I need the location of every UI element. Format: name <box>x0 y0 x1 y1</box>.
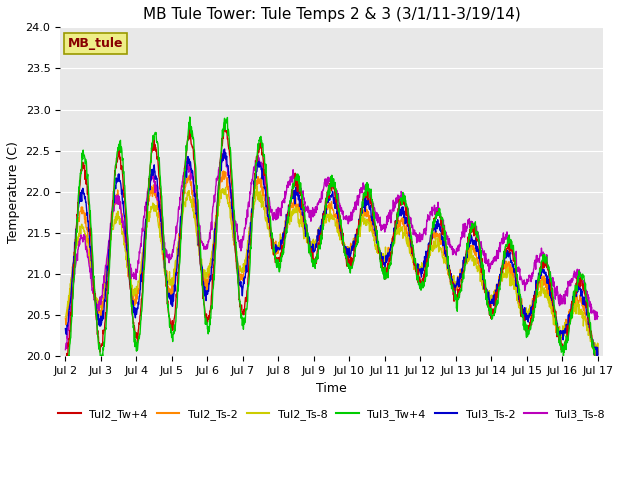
Tul2_Ts-8 <box>365 219 372 225</box>
Tul3_Ts-2 <box>299 211 307 217</box>
Tul3_Tw+4 <box>365 188 373 193</box>
Tul2_Tw+4 <box>103 300 111 306</box>
Tul2_Ts-8 <box>253 183 260 189</box>
Legend: Tul2_Tw+4, Tul2_Ts-2, Tul2_Ts-8, Tul3_Tw+4, Tul3_Ts-2, Tul3_Ts-8: Tul2_Tw+4, Tul2_Ts-2, Tul2_Ts-8, Tul3_Tw… <box>54 405 609 425</box>
Tul3_Ts-2 <box>61 326 69 332</box>
Line: Tul3_Ts-8: Tul3_Ts-8 <box>65 149 598 349</box>
Tul2_Ts-2 <box>103 267 111 273</box>
Tul2_Ts-8 <box>288 209 296 215</box>
Tul3_Tw+4 <box>125 256 132 262</box>
Tul2_Ts-2 <box>591 353 599 359</box>
Tul3_Tw+4 <box>62 368 70 374</box>
Tul2_Ts-2 <box>365 218 372 224</box>
Tul3_Ts-2 <box>124 260 132 266</box>
Title: MB Tule Tower: Tule Temps 2 & 3 (3/1/11-3/19/14): MB Tule Tower: Tule Temps 2 & 3 (3/1/11-… <box>143 7 520 22</box>
Tul3_Ts-2 <box>593 355 600 361</box>
Tul3_Tw+4 <box>288 190 296 195</box>
Tul2_Ts-2 <box>308 242 316 248</box>
Tul3_Ts-2 <box>220 146 228 152</box>
Tul3_Ts-8 <box>594 313 602 319</box>
Tul3_Tw+4 <box>300 204 307 210</box>
Tul3_Ts-8 <box>365 191 372 196</box>
Tul3_Ts-2 <box>594 352 602 358</box>
Tul3_Ts-2 <box>288 196 296 202</box>
Text: MB_tule: MB_tule <box>68 37 124 50</box>
Tul3_Ts-8 <box>221 146 228 152</box>
Tul2_Ts-2 <box>61 316 69 322</box>
Y-axis label: Temperature (C): Temperature (C) <box>7 141 20 243</box>
Tul2_Ts-2 <box>594 341 602 347</box>
Tul2_Tw+4 <box>61 356 69 362</box>
Tul2_Ts-2 <box>220 168 227 174</box>
Tul3_Ts-8 <box>103 256 111 262</box>
Tul2_Ts-8 <box>61 314 69 320</box>
Tul3_Ts-8 <box>288 173 296 179</box>
Tul2_Tw+4 <box>594 362 602 368</box>
Tul3_Ts-8 <box>299 195 307 201</box>
Line: Tul2_Ts-2: Tul2_Ts-2 <box>65 171 598 356</box>
Tul3_Ts-2 <box>103 281 111 287</box>
Tul2_Ts-8 <box>299 220 307 226</box>
Tul2_Ts-8 <box>594 349 602 355</box>
Tul3_Ts-8 <box>61 347 69 352</box>
Tul3_Tw+4 <box>103 308 111 314</box>
Tul2_Ts-8 <box>593 353 601 359</box>
Tul2_Tw+4 <box>594 359 602 365</box>
Tul3_Ts-2 <box>308 248 316 254</box>
Tul3_Tw+4 <box>186 114 193 120</box>
Tul3_Ts-8 <box>124 263 132 269</box>
Tul2_Ts-2 <box>288 203 296 208</box>
Tul3_Tw+4 <box>61 360 69 366</box>
Tul2_Tw+4 <box>288 187 296 192</box>
Tul2_Tw+4 <box>308 254 316 260</box>
Tul3_Tw+4 <box>594 364 602 370</box>
Tul2_Tw+4 <box>365 188 372 194</box>
Tul2_Tw+4 <box>299 204 307 210</box>
Tul2_Ts-8 <box>124 270 132 276</box>
Tul2_Tw+4 <box>124 251 132 257</box>
Tul2_Ts-2 <box>124 274 132 280</box>
Tul2_Ts-8 <box>103 269 111 275</box>
X-axis label: Time: Time <box>316 382 347 395</box>
Line: Tul2_Tw+4: Tul2_Tw+4 <box>65 124 598 365</box>
Line: Tul3_Ts-2: Tul3_Ts-2 <box>65 149 598 358</box>
Tul2_Ts-2 <box>299 219 307 225</box>
Line: Tul3_Tw+4: Tul3_Tw+4 <box>65 117 598 371</box>
Tul3_Ts-8 <box>308 208 316 214</box>
Tul3_Ts-2 <box>365 201 372 206</box>
Tul2_Ts-8 <box>308 248 316 254</box>
Line: Tul2_Ts-8: Tul2_Ts-8 <box>65 186 598 356</box>
Tul3_Tw+4 <box>309 257 317 263</box>
Tul2_Tw+4 <box>185 121 193 127</box>
